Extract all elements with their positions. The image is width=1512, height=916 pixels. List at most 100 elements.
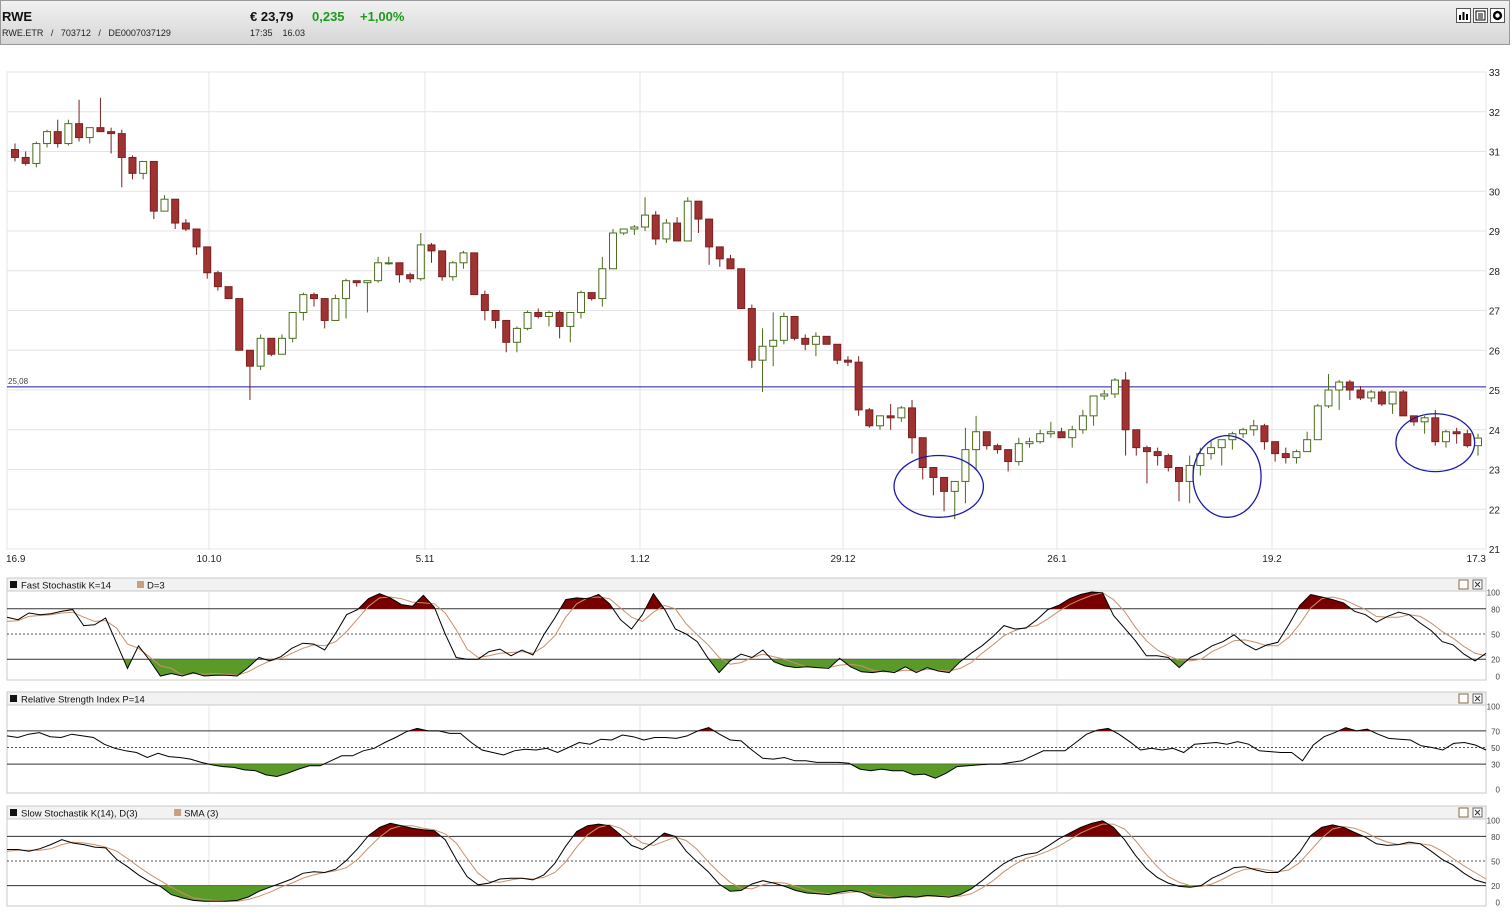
candle xyxy=(811,332,820,357)
candle xyxy=(886,403,895,430)
date-tick-label: 19.2 xyxy=(1262,554,1282,565)
series-swatch xyxy=(10,809,17,816)
candle xyxy=(641,197,650,231)
candle-body xyxy=(107,131,116,135)
price-change-percent: +1,00% xyxy=(360,9,405,24)
close-circle-icon[interactable] xyxy=(1490,8,1505,23)
candle xyxy=(598,256,607,307)
candle xyxy=(310,292,319,307)
candle-body xyxy=(299,294,308,313)
candle-body xyxy=(726,258,735,270)
candle xyxy=(1121,372,1130,456)
indicator-tick-label: 0 xyxy=(1496,786,1501,795)
date-tick-label: 10.10 xyxy=(196,554,221,565)
news-icon[interactable] xyxy=(1473,8,1488,23)
candle xyxy=(64,119,73,146)
candle xyxy=(1164,453,1173,472)
candle xyxy=(1068,425,1077,448)
candle-body xyxy=(865,409,874,427)
series-swatch xyxy=(10,695,17,702)
panel-settings-icon[interactable] xyxy=(1458,807,1469,818)
candle-body xyxy=(64,123,73,145)
candle-body xyxy=(694,200,703,220)
candle-body xyxy=(1153,451,1162,457)
candle xyxy=(1313,403,1322,441)
candle xyxy=(1249,419,1258,436)
candle-body xyxy=(235,298,244,351)
candle-body xyxy=(1377,391,1386,405)
candle-body xyxy=(11,149,19,158)
indicator-tick-label: 20 xyxy=(1491,882,1500,891)
indicator-tick-label: 0 xyxy=(1496,673,1501,682)
candle-body xyxy=(918,437,927,469)
price-tick-label: 29 xyxy=(1489,227,1501,238)
candle xyxy=(1431,409,1440,446)
candle xyxy=(448,260,457,281)
candle xyxy=(843,356,852,367)
candle-body xyxy=(203,246,212,274)
price-tick-label: 28 xyxy=(1489,267,1501,278)
candle xyxy=(1367,390,1376,402)
indicator-tick-label: 70 xyxy=(1491,727,1500,736)
date-tick-label: 1.12 xyxy=(630,554,650,565)
signal-line xyxy=(6,823,1487,902)
bar-chart-icon[interactable] xyxy=(1456,8,1471,23)
candle-body xyxy=(1367,391,1376,399)
candle-body xyxy=(950,480,959,492)
overbought-area xyxy=(560,594,613,609)
candle xyxy=(929,467,938,496)
candle-body xyxy=(747,308,756,361)
candle-body xyxy=(705,218,714,248)
candle-body xyxy=(1078,415,1087,431)
candle xyxy=(1100,390,1109,400)
candle xyxy=(1335,380,1344,410)
candle xyxy=(555,310,564,339)
signal-swatch xyxy=(174,809,182,816)
candle-body xyxy=(352,280,361,284)
candle xyxy=(299,292,308,321)
candle xyxy=(822,335,831,345)
panel-settings-icon[interactable] xyxy=(1458,579,1469,590)
indicator-tick-label: 50 xyxy=(1491,631,1500,640)
candle xyxy=(1420,415,1429,434)
candle-body xyxy=(1313,405,1322,441)
signal-line xyxy=(6,592,1487,676)
price-tick-label: 27 xyxy=(1489,307,1501,318)
candle-body xyxy=(342,280,351,300)
candle-body xyxy=(310,294,319,300)
price-tick-label: 25 xyxy=(1489,386,1501,397)
candle xyxy=(523,310,532,331)
candle-body xyxy=(1420,417,1429,423)
candle-body xyxy=(811,335,820,345)
annotation-circle xyxy=(893,454,985,518)
candle-body xyxy=(43,131,52,145)
candle-body xyxy=(363,280,372,284)
indicator-tick-label: 80 xyxy=(1491,833,1500,842)
candle-body xyxy=(448,262,457,278)
candle-body xyxy=(609,232,618,270)
panel-close-icon-stroke xyxy=(1474,695,1481,702)
candle xyxy=(171,198,180,230)
candle xyxy=(21,151,30,166)
indicator-tick-label: 50 xyxy=(1491,744,1500,753)
candle-body xyxy=(1324,389,1333,407)
candle xyxy=(331,294,340,321)
date-tick-label: 17.3 xyxy=(1467,554,1487,565)
candle-body xyxy=(1036,433,1045,443)
candle-body xyxy=(673,222,682,242)
price-tick-label: 30 xyxy=(1489,187,1501,198)
candle-body xyxy=(331,298,340,321)
candle-body xyxy=(875,415,884,427)
candle xyxy=(897,405,906,422)
candle-body xyxy=(75,123,84,139)
header-icons xyxy=(1456,8,1505,23)
price-tick-label: 31 xyxy=(1489,148,1501,159)
candle xyxy=(1046,421,1055,438)
oversold-area xyxy=(1170,659,1189,668)
panel-settings-icon[interactable] xyxy=(1458,693,1469,704)
candle xyxy=(352,280,361,287)
candle xyxy=(854,356,863,416)
candle-body xyxy=(555,311,564,327)
indicator-tick-label: 30 xyxy=(1491,761,1500,770)
candle xyxy=(630,225,639,235)
